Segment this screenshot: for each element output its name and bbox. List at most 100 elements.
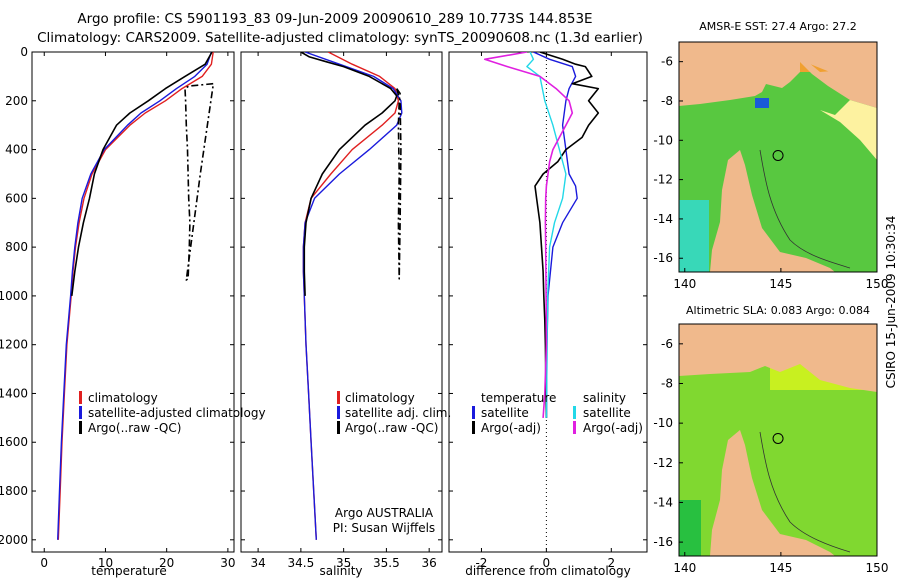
series-group-difference_profile bbox=[483, 52, 600, 418]
xtick-label-temperature_profile-20: 20 bbox=[159, 556, 174, 570]
map-ytick-label-sla_map--14: -14 bbox=[653, 495, 673, 509]
legend-swatch-diff-temp-argo bbox=[472, 421, 475, 434]
map-ytick-label-sst_map--10: -10 bbox=[653, 133, 673, 147]
legend-swatch-sal-argo bbox=[337, 421, 340, 434]
map-ytick-label-sla_map--8: -8 bbox=[661, 376, 673, 390]
sla-map-land-cape-york bbox=[710, 430, 835, 556]
ytick-label-depth-200: 200 bbox=[5, 94, 28, 108]
figure-title-line2: Climatology: CARS2009. Satellite-adjuste… bbox=[37, 30, 643, 46]
salinity-axis-label: salinity bbox=[319, 564, 362, 578]
map-xtick-label-sla_map-145: 145 bbox=[769, 561, 792, 575]
ytick-label-depth-2000: 2000 bbox=[0, 533, 28, 547]
legend-diff-sal-argo: Argo(-adj) bbox=[583, 421, 643, 435]
legend-swatch-diff-sal-sat bbox=[573, 406, 576, 419]
legend-argo-raw-qc: Argo(..raw -QC) bbox=[88, 421, 181, 435]
map-xtick-label-sla_map-140: 140 bbox=[673, 561, 696, 575]
series-difference_profile-2 bbox=[526, 52, 567, 418]
sst-map-land-north bbox=[679, 42, 877, 108]
map-ytick-label-sst_map--14: -14 bbox=[653, 212, 673, 226]
legend-swatch-diff-temp-sat bbox=[472, 406, 475, 419]
legend-header-temperature: temperature bbox=[481, 391, 556, 405]
ytick-label-depth-1800: 1800 bbox=[0, 484, 28, 498]
xtick-label-salinity_profile-35.5: 35.5 bbox=[373, 556, 400, 570]
legend-sal-satellite-adj: satellite adj. clim. bbox=[345, 406, 451, 420]
salinity-legend: climatology satellite adj. clim. Argo(..… bbox=[337, 391, 451, 435]
sla-map-land-north bbox=[679, 324, 877, 392]
series-temperature_profile-2 bbox=[71, 52, 213, 296]
xtick-label-salinity_profile-36: 36 bbox=[422, 556, 437, 570]
ytick-label-depth-1000: 1000 bbox=[0, 289, 28, 303]
xtick-label-difference_profile-2: 2 bbox=[607, 556, 615, 570]
series-temperature_profile-1 bbox=[57, 52, 213, 540]
sla-map-reef-contour bbox=[759, 431, 851, 553]
legend-diff-temp-argo: Argo(-adj) bbox=[481, 421, 541, 435]
series-difference_profile-3 bbox=[483, 52, 574, 418]
map-frame-sla_map bbox=[678, 323, 878, 557]
xtick-label-temperature_profile-30: 30 bbox=[220, 556, 235, 570]
legend-swatch-diff-sal-argo bbox=[573, 421, 576, 434]
map-xtick-label-sst_map-145: 145 bbox=[769, 277, 792, 291]
xtick-label-difference_profile--2: -2 bbox=[475, 556, 487, 570]
difference-axis-label: difference from climatology bbox=[465, 564, 631, 578]
map-xtick-label-sst_map-140: 140 bbox=[673, 277, 696, 291]
xtick-label-salinity_profile-35: 35 bbox=[336, 556, 351, 570]
series-salinity_profile-2 bbox=[300, 52, 398, 296]
series-salinity_profile-3 bbox=[395, 88, 402, 280]
series-salinity_profile-0 bbox=[302, 52, 400, 540]
chart-dynamic-layer: 0 10 20 30 0 200 400 600 800 1000 1200 1400 1600 1800… bbox=[0, 41, 889, 575]
ytick-label-depth-800: 800 bbox=[5, 240, 28, 254]
xtick-label-salinity_profile-34.5: 34.5 bbox=[288, 556, 315, 570]
map-ytick-label-sla_map--16: -16 bbox=[653, 535, 673, 549]
map-ytick-label-sla_map--10: -10 bbox=[653, 416, 673, 430]
legend-swatch-satellite bbox=[79, 406, 82, 419]
ytick-label-depth-1200: 1200 bbox=[0, 338, 28, 352]
sst-map-reef-contour bbox=[759, 149, 851, 269]
xtick-label-salinity_profile-34: 34 bbox=[250, 556, 265, 570]
legend-sal-climatology: climatology bbox=[345, 391, 415, 405]
temperature-axis-label: temperature bbox=[91, 564, 166, 578]
legend-swatch-climatology bbox=[79, 391, 82, 404]
sst-map-title: AMSR-E SST: 27.4 Argo: 27.2 bbox=[699, 20, 857, 33]
xtick-label-temperature_profile-10: 10 bbox=[98, 556, 113, 570]
ytick-label-depth-400: 400 bbox=[5, 143, 28, 157]
sst-map-shelf-patch bbox=[679, 200, 709, 272]
legend-diff-sal-satellite: satellite bbox=[583, 406, 631, 420]
legend-swatch-sal-satellite bbox=[337, 406, 340, 419]
ytick-label-depth-1400: 1400 bbox=[0, 386, 28, 400]
series-difference_profile-1 bbox=[534, 52, 600, 418]
float-pi-label: PI: Susan Wijffels bbox=[333, 521, 435, 535]
sst-map-art bbox=[679, 42, 877, 272]
ytick-label-depth-600: 600 bbox=[5, 191, 28, 205]
legend-diff-temp-satellite: satellite bbox=[481, 406, 529, 420]
series-temperature_profile-0 bbox=[57, 52, 214, 540]
argo-position-marker-sla_map bbox=[772, 432, 784, 444]
legend-header-salinity: salinity bbox=[583, 391, 626, 405]
series-group-temperature_profile bbox=[57, 52, 214, 540]
series-temperature_profile-3 bbox=[184, 82, 214, 281]
legend-sal-argo: Argo(..raw -QC) bbox=[345, 421, 438, 435]
map-ytick-label-sst_map--6: -6 bbox=[661, 55, 673, 69]
series-group-salinity_profile bbox=[300, 52, 403, 540]
map-xtick-label-sla_map-150: 150 bbox=[866, 561, 889, 575]
sst-map-cool-patch bbox=[755, 98, 769, 108]
map-frame-sst_map bbox=[678, 41, 878, 273]
ytick-label-depth-1600: 1600 bbox=[0, 435, 28, 449]
legend-swatch-sal-climatology bbox=[337, 391, 340, 404]
map-ytick-label-sla_map--6: -6 bbox=[661, 337, 673, 351]
legend-satellite-adjusted: satellite-adjusted climatology bbox=[88, 406, 266, 420]
ytick-label-depth-0: 0 bbox=[20, 45, 28, 59]
sla-map-art bbox=[679, 324, 877, 556]
legend-swatch-argo bbox=[79, 421, 82, 434]
figure-title-line1: Argo profile: CS 5901193_83 09-Jun-2009 … bbox=[77, 11, 592, 27]
sst-map-land-cape-york bbox=[710, 150, 835, 272]
difference-legend: temperature salinity satellite Argo(-adj… bbox=[472, 391, 643, 435]
sla-map-dark-patch bbox=[679, 500, 701, 556]
xtick-label-difference_profile-0: 0 bbox=[543, 556, 551, 570]
map-ytick-label-sla_map--12: -12 bbox=[653, 456, 673, 470]
map-ytick-label-sst_map--12: -12 bbox=[653, 173, 673, 187]
sst-map-land-northeast bbox=[820, 100, 877, 160]
sla-map-title: Altimetric SLA: 0.083 Argo: 0.084 bbox=[686, 304, 870, 317]
map-ytick-label-sst_map--16: -16 bbox=[653, 251, 673, 265]
panel-frame-difference_profile bbox=[448, 51, 648, 553]
